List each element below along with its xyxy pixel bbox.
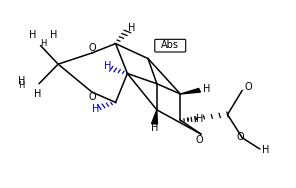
Polygon shape — [180, 89, 200, 94]
Text: H: H — [50, 30, 57, 40]
Text: H: H — [18, 81, 25, 90]
Text: H: H — [18, 77, 25, 86]
Text: H: H — [28, 30, 36, 40]
Text: H: H — [203, 84, 210, 94]
Text: H: H — [128, 23, 136, 33]
Text: H: H — [262, 145, 269, 155]
Text: O: O — [236, 132, 244, 142]
Text: H: H — [104, 61, 111, 71]
Text: H: H — [151, 123, 158, 133]
Text: H: H — [92, 105, 99, 114]
Text: H: H — [196, 114, 203, 124]
Text: O: O — [88, 92, 96, 102]
Text: O: O — [244, 83, 252, 92]
Text: Abs: Abs — [161, 40, 179, 51]
Text: O: O — [88, 43, 96, 53]
FancyBboxPatch shape — [155, 39, 186, 52]
Text: H: H — [40, 39, 46, 48]
Text: H: H — [34, 89, 41, 99]
Polygon shape — [152, 110, 157, 124]
Text: O: O — [196, 135, 203, 145]
